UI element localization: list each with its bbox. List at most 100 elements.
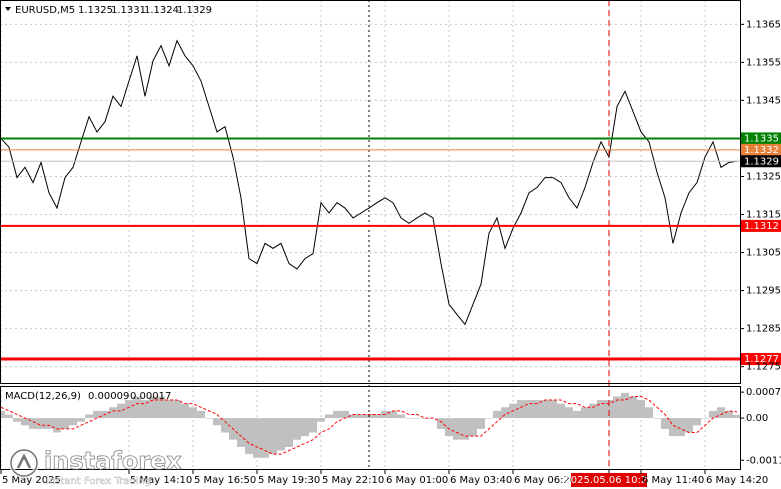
x-tick-label: 5 May 14:10: [130, 475, 192, 486]
time-axis: 5 May 2025 5 May 14:10 5 May 16:50 5 May 19…: [0, 470, 768, 487]
macd-bar: [557, 403, 565, 419]
x-tick-label: 5 May 19:30: [258, 475, 320, 486]
macd-bar: [45, 418, 53, 429]
macd-bar: [405, 418, 413, 419]
macd-bar: [333, 410, 341, 419]
level-label: 1.1335: [744, 133, 779, 144]
macd-bar: [613, 396, 621, 419]
macd-bar: [701, 418, 709, 419]
crosshair-time-box: [571, 473, 647, 487]
macd-bar: [0, 410, 5, 419]
macd-signal-line: [0, 395, 738, 455]
price-frame: [0, 0, 741, 384]
y-tick-label: 1.1325: [746, 171, 781, 182]
macd-bar: [125, 400, 133, 419]
macd-bar: [469, 418, 477, 437]
level-label: 1.1277: [744, 354, 779, 365]
macd-bar: [29, 418, 37, 429]
macd-bar: [165, 400, 173, 419]
macd-bar: [717, 407, 725, 419]
x-tick-label: 5 May 2025: [2, 475, 61, 486]
macd-bar: [645, 407, 653, 419]
y-tick-label: 1.1365: [746, 19, 781, 30]
macd-bar: [445, 418, 453, 437]
macd-bar: [261, 418, 269, 458]
macd-bar: [189, 407, 197, 419]
macd-bar: [453, 418, 461, 440]
macd-bar: [501, 407, 509, 419]
x-tick-label: 5 May 16:50: [194, 475, 256, 486]
price-line: [0, 39, 738, 326]
grid-layer: [0, 0, 740, 470]
macd-bar: [709, 410, 717, 419]
macd-bar: [621, 392, 629, 419]
close: 1.1329: [177, 5, 212, 16]
macd-bar: [77, 418, 85, 422]
macd-bar: [669, 418, 677, 437]
open: 1.1325: [78, 5, 113, 16]
x-tick-label: 2025.05.06 10:20: [564, 475, 653, 486]
macd-bar: [397, 414, 405, 419]
macd-bar: [245, 418, 253, 455]
y-tick-label: 1.1315: [746, 210, 781, 221]
macd-bar: [693, 418, 701, 426]
macd-bar: [477, 418, 485, 429]
x-tick-label: 6 May 11:40: [642, 475, 704, 486]
macd-bar: [293, 418, 301, 440]
macd-bar: [37, 418, 45, 429]
y-tick-label: 1.1345: [746, 95, 781, 106]
level-label-bg: [741, 353, 781, 366]
macd-bar: [493, 410, 501, 419]
y-tick-label: 1.1275: [746, 362, 781, 373]
macd-bar: [133, 396, 141, 419]
macd-bar: [269, 418, 277, 455]
macd-bar: [725, 410, 733, 419]
level-label-bg: [741, 143, 781, 156]
macd-bar: [565, 407, 573, 419]
macd-bar: [461, 418, 469, 440]
menu-arrow: [5, 7, 11, 11]
macd-bar: [85, 414, 93, 419]
axis-layer: 1.1365 1.1355 1.1345 1.1325 1.1315 1.1305 1.12…: [740, 19, 781, 466]
macd-bar: [437, 418, 445, 429]
level-label-bg: [741, 155, 781, 168]
x-tick-label: 6 May 01:00: [386, 475, 448, 486]
macd-bar: [93, 410, 101, 419]
macd-bar: [173, 400, 181, 419]
macd-bar: [581, 407, 589, 419]
macd-label: MACD(12,26,9): [5, 391, 81, 402]
macd-bar: [61, 418, 69, 429]
macd-bar: [421, 418, 429, 419]
macd-bar: [525, 400, 533, 419]
macd-bar: [237, 418, 245, 447]
macd-bar: [21, 418, 29, 426]
macd-bar: [413, 418, 421, 419]
macd-bar: [661, 418, 669, 429]
macd-bar: [69, 418, 77, 426]
macd-bar: [141, 400, 149, 419]
macd-signal: 0.00017: [130, 391, 171, 402]
level-label-bg: [741, 132, 781, 145]
macd-bar: [13, 418, 21, 422]
macd-bar: [277, 418, 285, 451]
macd-bar: [629, 396, 637, 419]
macd-bar: [221, 418, 229, 433]
macd-bar: [573, 410, 581, 419]
tagline: Instant Forex Trading: [46, 476, 151, 487]
y-tick-label: 1.1305: [746, 248, 781, 259]
macd-bar: [213, 418, 221, 426]
x-tick-label: 6 May 14:20: [706, 475, 768, 486]
y-tick-label: 0.00072: [746, 387, 781, 398]
macd-bar: [109, 407, 117, 419]
macd-bar: [589, 403, 597, 419]
macd-bar: [517, 400, 525, 419]
macd-bar: [301, 418, 309, 437]
macd-bar: [317, 418, 325, 422]
macd-frame: [0, 386, 741, 470]
macd-bar: [533, 400, 541, 419]
x-tick-label: 5 May 22:10: [322, 475, 384, 486]
macd-main: 0.00009: [88, 391, 129, 402]
macd-bar: [309, 418, 317, 433]
macd-bar: [349, 414, 357, 419]
